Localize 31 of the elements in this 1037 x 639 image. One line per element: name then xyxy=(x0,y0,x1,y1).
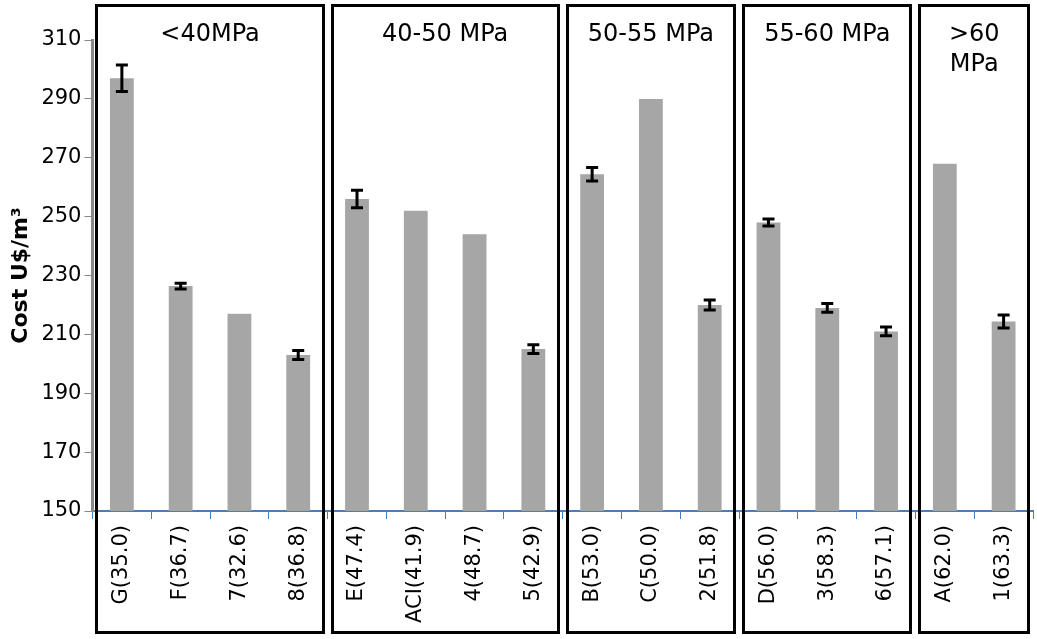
y-tick-label: 230 xyxy=(41,261,82,286)
y-tick-label: 250 xyxy=(41,203,82,228)
y-tick-label: 310 xyxy=(41,26,82,51)
y-tick-label: 270 xyxy=(41,144,82,169)
x-tick-label: A(62.0) xyxy=(931,525,956,603)
x-tick-label: 3(58.3) xyxy=(813,525,838,602)
x-tick-label: C(50.0) xyxy=(637,525,662,603)
y-tick-label: 290 xyxy=(41,85,82,110)
x-tick-label: 1(63.3) xyxy=(990,525,1015,602)
x-tick-label: 8(36.8) xyxy=(284,525,309,602)
y-tick-label: 150 xyxy=(41,497,82,522)
annotation: 40-50 MPa xyxy=(381,18,510,48)
y-tick-label: 190 xyxy=(41,379,82,404)
annotation: 50-55 MPa xyxy=(586,18,715,48)
y-tick-label: 170 xyxy=(41,438,82,463)
x-tick-label: E(47.4) xyxy=(343,525,368,602)
x-tick-label: ACI(41.9) xyxy=(402,525,427,623)
x-tick-label: 7(32.6) xyxy=(225,525,250,602)
y-tick-label: 210 xyxy=(41,320,82,345)
annotation: >60 MPa xyxy=(947,18,1001,78)
x-tick-label: 5(42.9) xyxy=(519,525,544,602)
x-tick-label: 2(51.8) xyxy=(696,525,721,602)
x-tick-label: 6(57.1) xyxy=(872,525,897,602)
annotation: <40MPa xyxy=(159,18,261,48)
x-tick-label: 4(48.7) xyxy=(461,525,486,602)
x-tick-label: F(36.7) xyxy=(167,525,192,601)
y-axis-title: Cost U$/m³ xyxy=(6,207,32,344)
x-tick-label: G(35.0) xyxy=(108,525,133,605)
x-tick-label: D(56.0) xyxy=(754,525,779,605)
x-tick-label: B(53.0) xyxy=(578,525,603,603)
annotation: 55-60 MPa xyxy=(763,18,892,48)
